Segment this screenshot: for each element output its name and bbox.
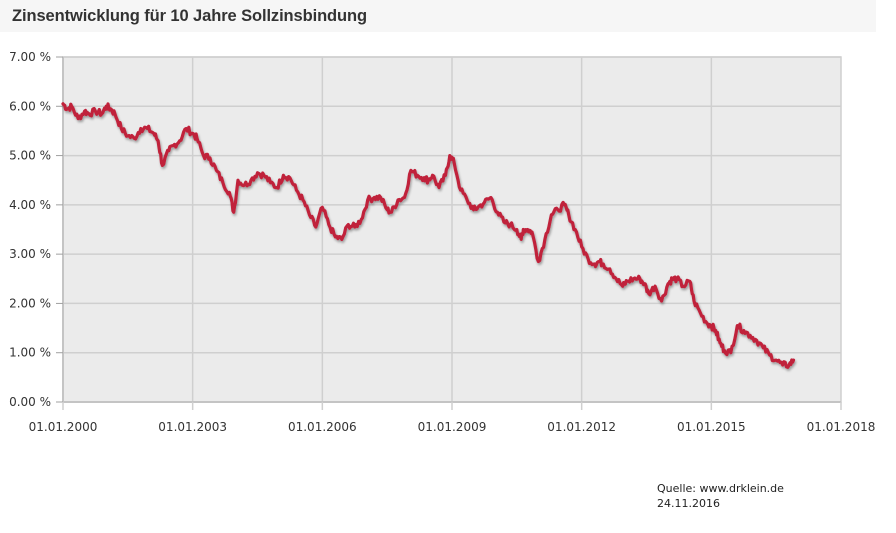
x-tick-label: 01.01.2015: [677, 420, 746, 434]
source-note: Quelle: www.drklein.de 24.11.2016: [657, 481, 784, 511]
source-date: 24.11.2016: [657, 497, 720, 510]
x-tick-label: 01.01.2006: [288, 420, 357, 434]
x-tick-label: 01.01.2003: [158, 420, 227, 434]
x-axis: 01.01.2000 01.01.2003 01.01.2006 01.01.2009…: [29, 402, 876, 434]
y-tick-label: 2.00 %: [9, 296, 51, 310]
x-tick-label: 01.01.2018: [807, 420, 876, 434]
y-axis: 0.00 % 1.00 % 2.00 % 3.00 % 4.00 % 5.00 % 6.00…: [9, 50, 63, 409]
y-tick-label: 1.00 %: [9, 346, 51, 360]
interest-rate-line: [61, 102, 796, 369]
x-tick-label: 01.01.2012: [547, 420, 616, 434]
y-tick-label: 7.00 %: [9, 50, 51, 64]
chart-title: Zinsentwicklung für 10 Jahre Sollzinsbin…: [12, 7, 367, 25]
x-tick-label: 01.01.2000: [29, 420, 98, 434]
title-bar: Zinsentwicklung für 10 Jahre Sollzinsbin…: [0, 0, 876, 32]
source-label: Quelle: www.drklein.de: [657, 482, 784, 495]
y-tick-label: 6.00 %: [9, 99, 51, 113]
y-tick-label: 4.00 %: [9, 198, 51, 212]
y-tick-label: 0.00 %: [9, 395, 51, 409]
x-tick-label: 01.01.2009: [418, 420, 487, 434]
y-tick-label: 5.00 %: [9, 149, 51, 163]
y-tick-label: 3.00 %: [9, 247, 51, 261]
